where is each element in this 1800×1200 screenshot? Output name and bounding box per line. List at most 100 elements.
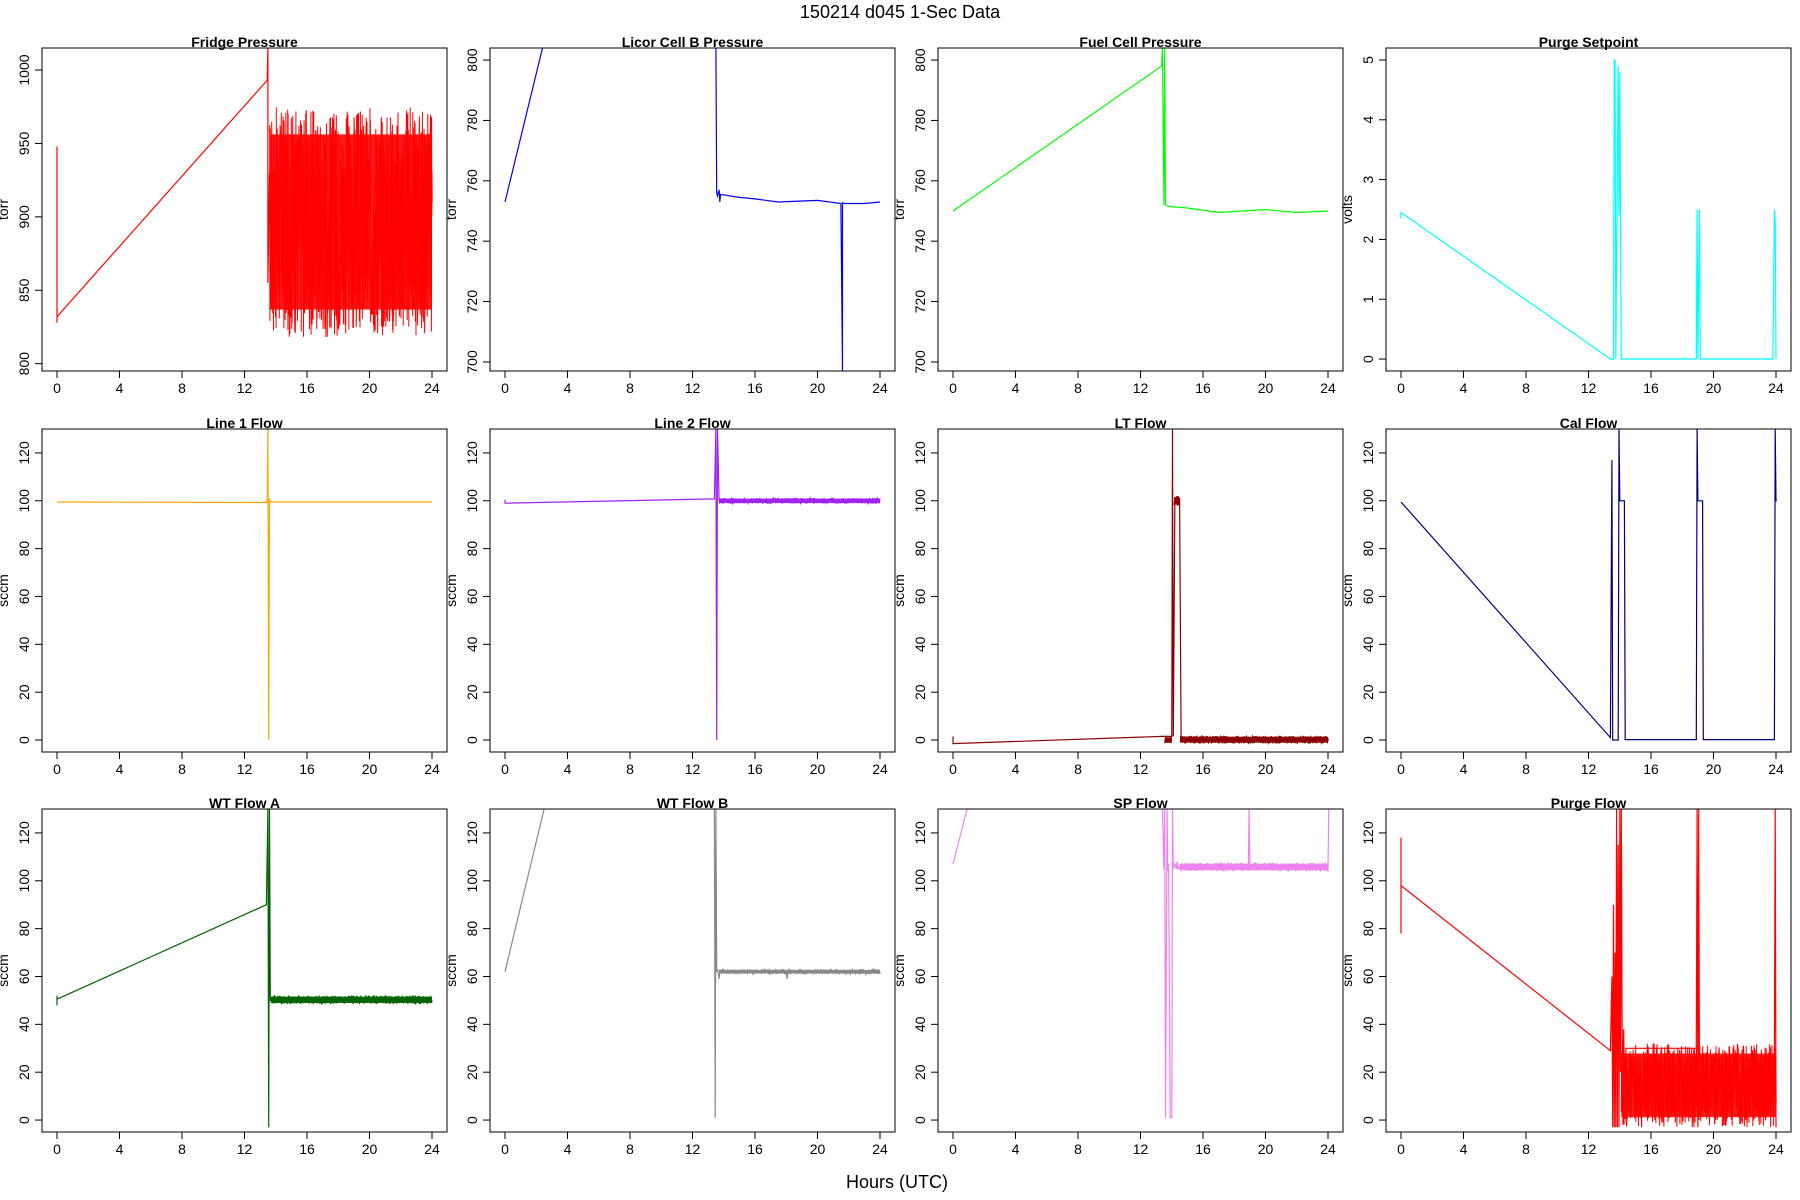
panel-licor-cell-b-pressure-x-tick-label: 24 <box>872 380 888 396</box>
panel-line-1-flow-x-tick-label: 0 <box>53 761 61 777</box>
panel-sp-flow-x-tick-label: 24 <box>1320 1141 1336 1157</box>
panel-wt-flow-b-x-tick-label: 0 <box>501 1141 509 1157</box>
panel-licor-cell-b-pressure-y-tick-label: 700 <box>464 350 480 374</box>
panel-fridge-pressure: Fridge Pressure torr 0 4 8 12 16 20 24 800 850 900 9… <box>0 34 448 396</box>
panel-purge-setpoint-x-tick-label: 16 <box>1643 380 1659 396</box>
panel-fuel-cell-pressure-y-tick-label: 800 <box>912 48 928 72</box>
panel-purge-flow-y-tick-label: 120 <box>1360 821 1376 845</box>
panel-sp-flow-x-tick-label: 16 <box>1195 1141 1211 1157</box>
panel-wt-flow-a: WT Flow A sccm 0 4 8 12 16 20 24 0 20 40 60 80 100 120 <box>0 795 448 1157</box>
panel-fuel-cell-pressure-x-tick-label: 4 <box>1012 380 1020 396</box>
panel-line-1-flow-y-tick-label: 20 <box>16 684 32 700</box>
panel-fridge-pressure-x-tick-label: 16 <box>299 380 315 396</box>
panel-wt-flow-a-y-tick-label: 0 <box>16 1116 32 1124</box>
panel-purge-setpoint-x-tick-label: 12 <box>1581 380 1597 396</box>
panel-lt-flow-series-line <box>952 429 1182 745</box>
panel-lt-flow-y-tick-label: 0 <box>912 736 928 744</box>
panel-lt-flow-y-axis-label: sccm <box>891 574 907 607</box>
panel-line-2-flow-x-tick-label: 16 <box>747 761 763 777</box>
panel-line-1-flow-y-tick-label: 60 <box>16 588 32 604</box>
panel-purge-flow-x-tick-label: 24 <box>1768 1141 1784 1157</box>
panel-sp-flow-y-tick-label: 0 <box>912 1116 928 1124</box>
panel-lt-flow-x-tick-label: 0 <box>949 761 957 777</box>
panel-lt-flow-x-tick-label: 24 <box>1320 761 1336 777</box>
panel-licor-cell-b-pressure-y-tick-label: 800 <box>464 48 480 72</box>
panel-lt-flow-x-tick-label: 8 <box>1074 761 1082 777</box>
panel-lt-flow-x-tick-label: 20 <box>1258 761 1274 777</box>
panel-fuel-cell-pressure-x-tick-label: 12 <box>1133 380 1149 396</box>
panel-purge-flow-plot-frame <box>1385 808 1792 1133</box>
panel-lt-flow-x-tick-label: 12 <box>1133 761 1149 777</box>
panel-fuel-cell-pressure-y-tick-label: 780 <box>912 109 928 133</box>
panel-fuel-cell-pressure-y-tick-label: 700 <box>912 350 928 374</box>
figure-title: 150214 d045 1-Sec Data <box>800 2 1001 22</box>
panel-licor-cell-b-pressure-x-tick-label: 12 <box>685 380 701 396</box>
panel-line-1-flow-y-tick-label: 40 <box>16 636 32 652</box>
panel-wt-flow-b-data <box>504 809 881 1118</box>
panel-fridge-pressure-x-tick-label: 4 <box>116 380 124 396</box>
panel-purge-flow-y-tick-label: 60 <box>1360 968 1376 984</box>
panel-fuel-cell-pressure-plot-frame <box>937 47 1344 372</box>
panel-sp-flow-x-tick-label: 8 <box>1074 1141 1082 1157</box>
panel-wt-flow-b-title: WT Flow B <box>657 795 729 811</box>
panel-wt-flow-a-x-tick-label: 20 <box>362 1141 378 1157</box>
panel-sp-flow-y-tick-label: 40 <box>912 1016 928 1032</box>
panel-fuel-cell-pressure-x-tick-label: 16 <box>1195 380 1211 396</box>
panel-wt-flow-b-x-tick-label: 20 <box>810 1141 826 1157</box>
panel-fuel-cell-pressure-data <box>952 48 1329 214</box>
panel-line-1-flow-x-tick-label: 8 <box>178 761 186 777</box>
panel-line-1-flow-y-tick-label: 100 <box>16 489 32 513</box>
panel-line-1-flow-data <box>56 429 432 741</box>
panel-line-2-flow-noise-fill <box>719 498 880 503</box>
panel-purge-flow-y-tick-label: 80 <box>1360 921 1376 937</box>
panel-wt-flow-a-y-tick-label: 80 <box>16 921 32 937</box>
panel-line-1-flow-x-tick-label: 16 <box>299 761 315 777</box>
panel-line-1-flow-x-tick-label: 12 <box>237 761 253 777</box>
panel-fuel-cell-pressure-y-tick-label: 760 <box>912 169 928 193</box>
panel-fuel-cell-pressure-x-tick-label: 20 <box>1258 380 1274 396</box>
panel-wt-flow-b-x-tick-label: 16 <box>747 1141 763 1157</box>
panel-wt-flow-b-y-tick-label: 0 <box>464 1116 480 1124</box>
figure-x-axis-label: Hours (UTC) <box>846 1172 948 1192</box>
panel-line-2-flow-y-tick-label: 100 <box>464 489 480 513</box>
panel-fridge-pressure-y-tick-label: 1000 <box>16 54 32 85</box>
panel-line-2-flow-y-tick-label: 20 <box>464 684 480 700</box>
panel-wt-flow-b-y-tick-label: 40 <box>464 1016 480 1032</box>
panel-lt-flow-x-tick-label: 4 <box>1012 761 1020 777</box>
panel-line-2-flow-plot-frame <box>489 428 896 753</box>
panel-wt-flow-a-y-tick-label: 40 <box>16 1016 32 1032</box>
panel-wt-flow-b-y-tick-label: 20 <box>464 1064 480 1080</box>
panel-line-1-flow-y-axis-label: sccm <box>0 574 11 607</box>
panel-wt-flow-a-x-tick-label: 0 <box>53 1141 61 1157</box>
panel-sp-flow-y-tick-label: 60 <box>912 968 928 984</box>
panel-lt-flow-noise-fill <box>1180 736 1328 743</box>
panel-licor-cell-b-pressure-x-tick-label: 20 <box>810 380 826 396</box>
panel-line-2-flow-data <box>504 429 881 741</box>
panel-licor-cell-b-pressure-y-tick-label: 740 <box>464 229 480 253</box>
panel-wt-flow-a-title: WT Flow A <box>209 795 280 811</box>
panel-cal-flow-y-tick-label: 80 <box>1360 541 1376 557</box>
panel-line-1-flow-y-tick-label: 0 <box>16 736 32 744</box>
panel-wt-flow-a-x-tick-label: 16 <box>299 1141 315 1157</box>
panel-cal-flow-title: Cal Flow <box>1560 415 1618 431</box>
panel-fuel-cell-pressure-series-line <box>952 48 1329 214</box>
panel-fuel-cell-pressure-title: Fuel Cell Pressure <box>1079 34 1201 50</box>
panel-cal-flow-y-tick-label: 0 <box>1360 736 1376 744</box>
panel-licor-cell-b-pressure: Licor Cell B Pressure torr 0 4 8 12 16 20 24 700 7… <box>443 34 896 396</box>
panel-sp-flow-x-tick-label: 12 <box>1133 1141 1149 1157</box>
panel-purge-setpoint-title: Purge Setpoint <box>1539 34 1639 50</box>
panel-licor-cell-b-pressure-x-tick-label: 0 <box>501 380 509 396</box>
panel-fuel-cell-pressure-x-tick-label: 24 <box>1320 380 1336 396</box>
panel-purge-setpoint-x-tick-label: 24 <box>1768 380 1784 396</box>
panel-purge-setpoint-plot-frame <box>1385 47 1792 372</box>
panel-fridge-pressure-y-tick-label: 850 <box>16 278 32 302</box>
panel-sp-flow-noise-fill <box>1179 863 1328 871</box>
panel-wt-flow-b: WT Flow B sccm 0 4 8 12 16 20 24 0 20 40 60 80 100 120 <box>443 795 896 1157</box>
panel-sp-flow-y-tick-label: 20 <box>912 1064 928 1080</box>
panel-fridge-pressure-y-tick-label: 900 <box>16 205 32 229</box>
panel-fuel-cell-pressure-y-tick-label: 720 <box>912 290 928 314</box>
panel-cal-flow-data <box>1400 429 1777 741</box>
panel-licor-cell-b-pressure-x-tick-label: 8 <box>626 380 634 396</box>
